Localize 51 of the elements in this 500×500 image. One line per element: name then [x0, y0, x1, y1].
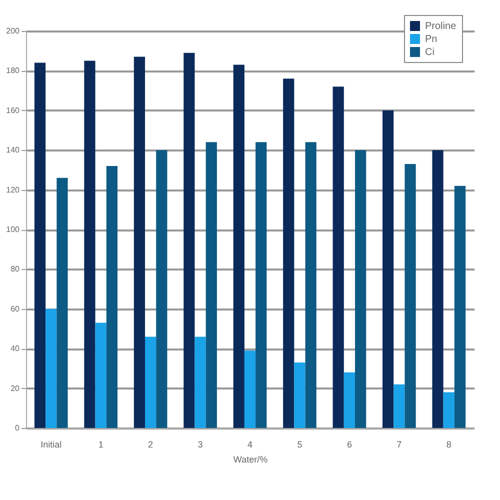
bar — [134, 56, 146, 428]
x-tick-label: 5 — [297, 440, 302, 450]
bar — [184, 52, 195, 428]
y-tick-label: 120 — [6, 185, 20, 194]
bar — [194, 336, 206, 428]
bar — [404, 164, 416, 428]
bar — [344, 372, 355, 428]
x-tick-label: 6 — [346, 440, 352, 450]
bar — [354, 150, 366, 428]
bar — [332, 86, 344, 428]
y-tick-label: 200 — [6, 26, 20, 36]
bar — [283, 78, 294, 428]
x-axis-title: Water/% — [233, 454, 268, 464]
x-tick-label: 8 — [446, 440, 452, 450]
bar — [382, 110, 394, 428]
bar — [56, 178, 68, 428]
bar — [305, 142, 316, 428]
x-tick-label: 2 — [148, 440, 154, 450]
x-tick-label: 7 — [396, 440, 402, 450]
legend-label: Ci — [425, 47, 434, 58]
bar — [256, 142, 267, 428]
x-tick-label: 4 — [247, 440, 253, 450]
y-tick-label: 20 — [10, 384, 20, 393]
bar — [244, 350, 256, 428]
y-tick-label: 0 — [15, 424, 20, 432]
bar — [443, 392, 454, 428]
bar — [145, 336, 156, 428]
x-tick-label: Initial — [40, 440, 62, 450]
x-tick-label: 3 — [198, 440, 203, 450]
y-tick-label: 180 — [6, 66, 20, 76]
y-tick-label: 160 — [6, 106, 20, 115]
y-tick-label: 80 — [10, 264, 20, 274]
y-tick-label: 60 — [10, 304, 20, 314]
bar — [432, 150, 444, 428]
bar — [294, 362, 306, 428]
x-tick-label: 1 — [98, 440, 104, 450]
bar — [394, 384, 405, 428]
bar — [84, 60, 96, 428]
legend-label: Pn — [425, 34, 438, 45]
y-tick-label: 40 — [10, 344, 20, 354]
y-tick-label: 140 — [6, 146, 20, 155]
bar — [233, 64, 244, 428]
y-tick-label: 100 — [6, 225, 20, 234]
bar — [34, 62, 46, 428]
bar — [95, 322, 106, 428]
bar — [106, 166, 118, 428]
bar — [206, 142, 217, 428]
legend-label: Proline — [425, 21, 457, 32]
bar — [46, 308, 57, 428]
bar — [156, 150, 168, 428]
bar — [454, 186, 466, 428]
